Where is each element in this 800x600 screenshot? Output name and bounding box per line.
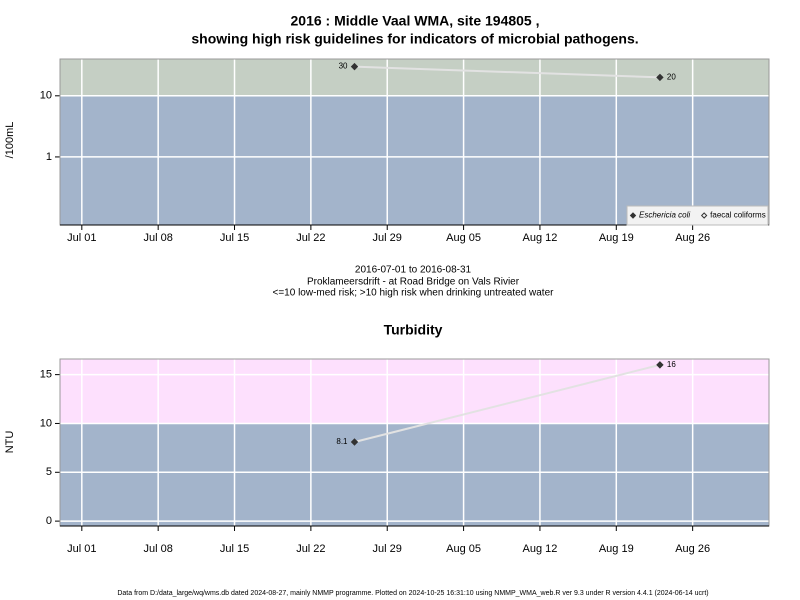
y-tick-label: 15: [40, 369, 52, 381]
y-tick-label: 5: [46, 466, 52, 478]
data-label: 8.1: [336, 437, 348, 446]
x-tick-label: Aug 19: [599, 232, 634, 244]
data-point: [656, 361, 664, 369]
legend-marker: [700, 212, 708, 219]
x-tick-label: Jul 08: [143, 232, 172, 244]
x-tick-label: Jul 15: [220, 543, 249, 555]
x-tick-label: Jul 29: [373, 232, 402, 244]
x-tick-label: Jul 08: [143, 543, 172, 555]
x-tick-label: Aug 12: [523, 232, 558, 244]
legend-box: [626, 205, 769, 226]
data-point: [350, 438, 359, 446]
subtitle: <=10 low-med risk; >10 high risk when dr…: [273, 288, 555, 299]
x-tick-label: Aug 26: [675, 232, 710, 244]
data-point: [350, 62, 359, 71]
y-tick-label: 1: [46, 151, 52, 163]
footer: Data from D:/data_large/wq/wms.db dated …: [117, 590, 708, 597]
chart-title: Turbidity: [384, 322, 443, 338]
x-tick-label: Aug 19: [599, 543, 634, 555]
x-tick-label: Aug 05: [446, 543, 481, 555]
chart-title: showing high risk guidelines for indicat…: [191, 31, 638, 47]
data-label: 30: [339, 62, 348, 71]
data-line: [354, 65, 660, 79]
x-tick-label: Jul 22: [296, 232, 325, 244]
legend-label: Eschericia coli: [639, 211, 690, 220]
data-point: [656, 73, 664, 82]
legend-marker: [629, 212, 637, 219]
x-tick-label: Aug 12: [523, 543, 558, 555]
subtitle: Proklameersdrift - at Road Bridge on Val…: [307, 277, 520, 288]
y-tick-label: 10: [40, 417, 52, 429]
x-tick-label: Jul 01: [67, 543, 96, 555]
risk-band-low: [60, 95, 769, 225]
x-tick-label: Jul 22: [296, 543, 325, 555]
data-line: [354, 363, 661, 443]
x-tick-label: Jul 29: [373, 543, 402, 555]
data-label: 16: [667, 360, 676, 369]
subtitle: 2016-07-01 to 2016-08-31: [355, 265, 472, 276]
x-tick-label: Aug 05: [446, 232, 481, 244]
risk-band-high: [60, 359, 769, 424]
y-tick-label: 0: [46, 515, 52, 527]
data-label: 20: [667, 73, 676, 82]
x-tick-label: Jul 15: [220, 232, 249, 244]
x-tick-label: Aug 26: [675, 543, 710, 555]
legend-label: faecal coliforms: [710, 211, 766, 220]
y-axis-label: NTU: [4, 431, 16, 454]
y-tick-label: 10: [40, 90, 52, 102]
x-tick-label: Jul 01: [67, 232, 96, 244]
chart-title: 2016 : Middle Vaal WMA, site 194805 ,: [291, 13, 540, 29]
y-axis-label: /100mL: [4, 122, 16, 159]
risk-band-low: [60, 423, 769, 526]
